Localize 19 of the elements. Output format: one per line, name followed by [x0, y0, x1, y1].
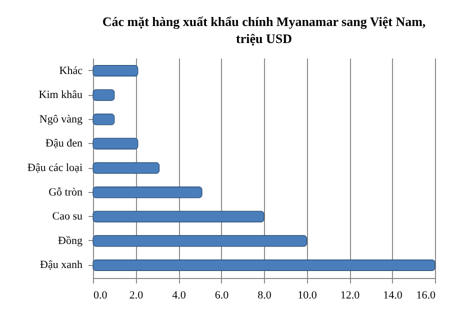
y-tick-label: Đậu các loại: [28, 162, 82, 174]
y-tick-label: Gỗ tròn: [48, 186, 83, 198]
y-tick-label: Cao su: [52, 210, 83, 223]
x-tick-label: 2.0: [129, 290, 144, 302]
chart-title: Các mặt hàng xuất khẩu chính Myanamar sang Việt Nam, triệu USD: [102, 14, 426, 46]
x-tick-label: 6.0: [214, 290, 230, 302]
y-tick-label: Đậu xanh: [40, 259, 83, 272]
x-tick-label: 8.0: [258, 290, 272, 302]
x-tick-label: 14.0: [383, 290, 403, 302]
y-tick-label: Ngô vàng: [39, 113, 83, 126]
x-tick-label: 10.0: [298, 290, 318, 302]
x-tick-label: 16.0: [416, 290, 436, 302]
y-tick-label: Kim khâu: [38, 89, 83, 102]
x-tick-label: 0.0: [94, 290, 108, 302]
y-tick-label: Đậu đen: [46, 138, 83, 150]
x-tick-label: 12.0: [340, 290, 360, 302]
x-tick-label: 4.0: [172, 290, 186, 302]
y-tick-label: Đồng: [58, 234, 83, 247]
y-tick-label: Khác: [59, 64, 83, 77]
